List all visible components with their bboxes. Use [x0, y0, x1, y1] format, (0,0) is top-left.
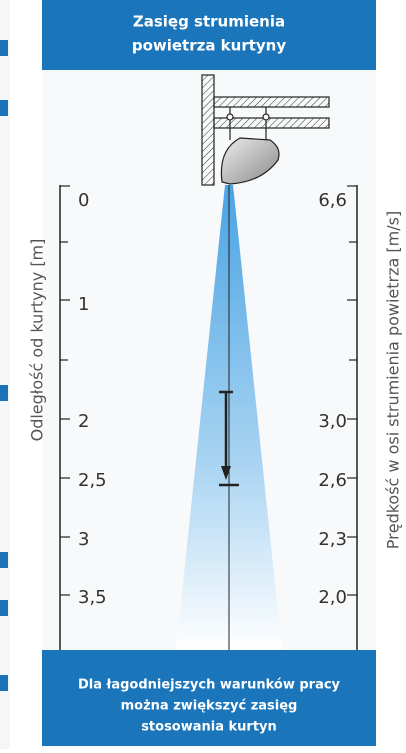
speed-label: 2,3 [318, 529, 347, 550]
speed-label: 3,0 [318, 411, 347, 432]
distance-label: 0 [78, 190, 89, 211]
range-arrow [219, 390, 239, 487]
right-axis-title: Prędkość w osi strumienia powietrza [m/s… [384, 211, 403, 549]
distance-label: 3,5 [78, 587, 107, 608]
right-ticks [347, 185, 357, 596]
header-box [42, 0, 376, 70]
speed-label: 2,6 [318, 470, 347, 491]
footer-box [42, 650, 376, 746]
side-strip [0, 0, 10, 749]
distance-label: 1 [78, 294, 89, 315]
left-ticks [60, 185, 70, 596]
footer-text: stosowania kurtyn [141, 720, 277, 735]
left-labels: 0 1 2 2,5 3 3,5 [78, 190, 107, 608]
footer-text: można zwiększyć zasięg [121, 699, 298, 714]
left-axis-title: Odległość od kurtyny [m] [28, 239, 47, 442]
right-labels: 6,6 3,0 2,6 2,3 2,0 [318, 190, 347, 608]
footer-text: Dla łagodniejszych warunków pracy [78, 678, 341, 693]
header-text: Zasięg strumienia [133, 13, 285, 31]
curtain-device [201, 74, 330, 186]
distance-label: 2,5 [78, 470, 107, 491]
distance-label: 2 [78, 411, 89, 432]
speed-label: 6,6 [318, 190, 347, 211]
speed-label: 2,0 [318, 587, 347, 608]
distance-label: 3 [78, 529, 89, 550]
header-text: powietrza kurtyny [132, 37, 287, 55]
